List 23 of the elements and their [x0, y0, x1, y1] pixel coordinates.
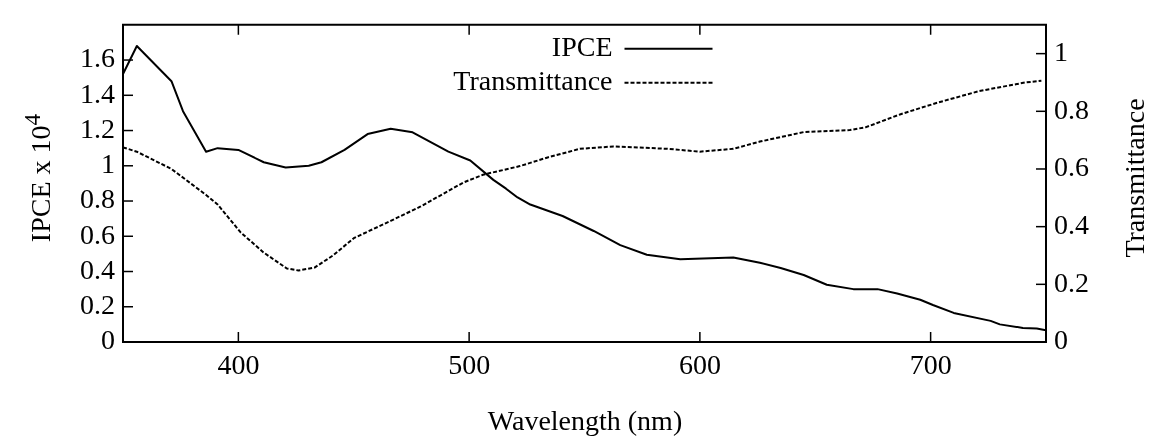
y2-tick-label: 1 — [1054, 36, 1068, 67]
y2-tick-label: 0.8 — [1054, 93, 1089, 125]
x-tick-label: 400 — [217, 349, 260, 381]
x-tick-label: 500 — [448, 349, 491, 381]
x-axis-title: Wavelength (nm) — [487, 405, 683, 437]
y-tick-label: 0 — [101, 324, 115, 356]
legend-label: IPCE — [551, 31, 613, 63]
y2-tick-label: 0 — [1054, 324, 1068, 356]
x-tick-label: 600 — [678, 349, 721, 381]
legend-label: Transmittance — [453, 65, 613, 97]
y-tick-label: 1.6 — [80, 42, 115, 74]
y-tick-label: 0.6 — [80, 218, 115, 250]
x-tick-label: 700 — [909, 349, 952, 381]
y-tick-label: 1 — [101, 148, 115, 180]
y-tick-label: 1.2 — [80, 112, 115, 144]
y2-tick-label: 0.2 — [1054, 266, 1089, 298]
y2-axis-title: Transmittance — [1119, 98, 1151, 258]
y2-tick-label: 0.4 — [1054, 209, 1089, 241]
y-tick-label: 0.2 — [80, 289, 115, 321]
y-tick-label: 1.4 — [80, 77, 115, 109]
y2-tick-label: 0.6 — [1054, 151, 1089, 183]
y-tick-label: 0.4 — [80, 253, 115, 285]
y-tick-label: 0.8 — [80, 183, 115, 215]
